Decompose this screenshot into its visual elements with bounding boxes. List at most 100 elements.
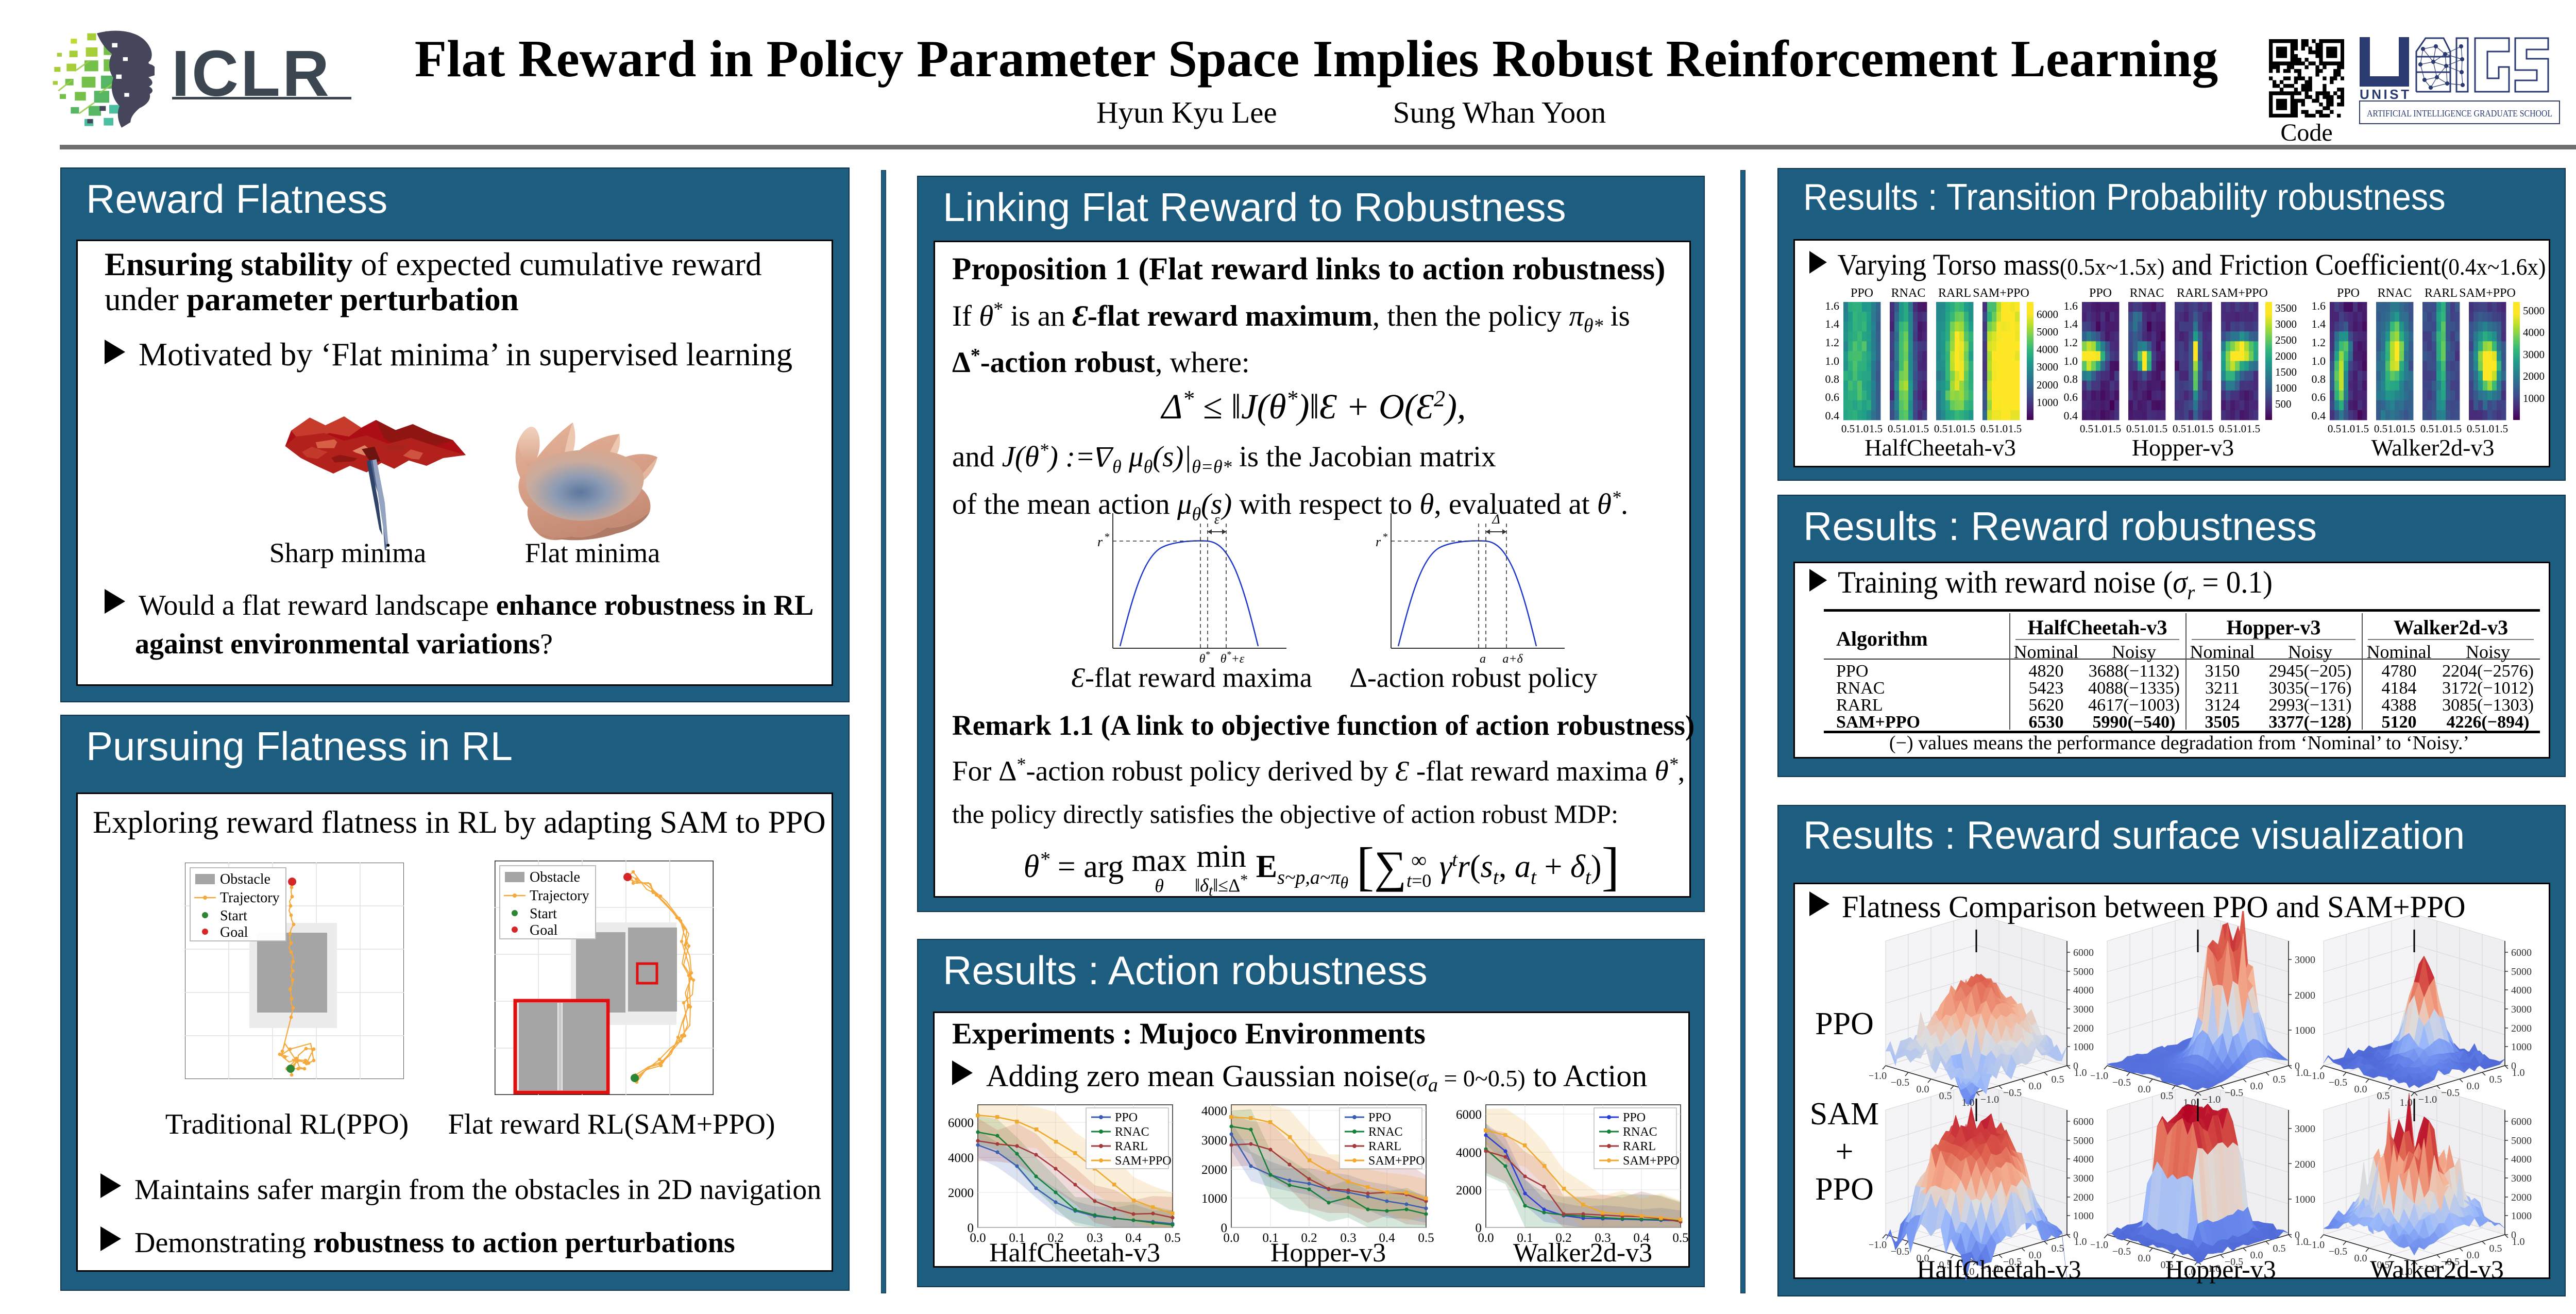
- svg-text:r: r: [1376, 534, 1381, 549]
- svg-text:0.6: 0.6: [1825, 391, 1840, 403]
- svg-text:0.5: 0.5: [2328, 423, 2341, 435]
- svg-text:0: 0: [1476, 1221, 1482, 1235]
- svg-text:1.5: 1.5: [2008, 423, 2022, 435]
- svg-text:RNAC: RNAC: [1368, 1125, 1403, 1139]
- svg-text:2000: 2000: [2511, 1023, 2532, 1034]
- svg-text:Obstacle: Obstacle: [530, 869, 580, 885]
- svg-text:−0.5: −0.5: [1891, 1246, 1909, 1257]
- svg-text:−0.5: −0.5: [2329, 1077, 2347, 1088]
- svg-text:−0.5: −0.5: [2225, 1087, 2243, 1099]
- svg-text:1.6: 1.6: [2312, 299, 2326, 312]
- svg-text:0.5: 0.5: [2126, 423, 2140, 435]
- svg-text:1.5: 1.5: [1916, 423, 1929, 435]
- svg-text:0.2: 0.2: [1555, 1231, 1571, 1245]
- svg-text:2000: 2000: [2073, 1023, 2094, 1034]
- svg-text:1.0: 1.0: [2512, 1236, 2525, 1248]
- svg-text:1000: 1000: [2511, 1210, 2532, 1222]
- svg-text:PPO: PPO: [1115, 1111, 1138, 1124]
- svg-text:Start: Start: [530, 906, 557, 922]
- svg-text:0: 0: [2073, 1229, 2078, 1241]
- svg-text:1.0: 1.0: [2074, 1236, 2087, 1248]
- svg-text:*: *: [1383, 531, 1388, 543]
- svg-text:RNAC: RNAC: [2130, 287, 2164, 300]
- svg-text:2000: 2000: [2295, 1159, 2315, 1170]
- svg-text:1.4: 1.4: [2064, 317, 2078, 330]
- svg-text:4000: 4000: [2511, 1154, 2532, 1165]
- svg-text:0: 0: [2295, 1060, 2300, 1072]
- svg-text:1.0: 1.0: [2187, 423, 2200, 435]
- svg-text:1000: 1000: [1201, 1192, 1227, 1206]
- svg-text:1.5: 1.5: [2247, 423, 2260, 435]
- svg-text:ε: ε: [1214, 512, 1220, 527]
- svg-text:0.4: 0.4: [1825, 409, 1840, 422]
- svg-text:Start: Start: [220, 908, 247, 924]
- svg-text:0: 0: [2511, 1060, 2516, 1072]
- svg-text:0.0: 0.0: [2354, 1253, 2367, 1264]
- svg-text:0.5: 0.5: [1841, 423, 1855, 435]
- svg-text:θ*+ε: θ*+ε: [1221, 649, 1245, 666]
- svg-text:2000: 2000: [1456, 1184, 1482, 1198]
- svg-text:−1.0: −1.0: [2307, 1239, 2325, 1251]
- svg-text:3000: 3000: [2511, 1173, 2532, 1184]
- svg-text:1.4: 1.4: [2312, 317, 2326, 330]
- svg-text:1000: 1000: [2275, 382, 2297, 394]
- svg-text:0.4: 0.4: [1633, 1231, 1650, 1245]
- svg-text:1.5: 1.5: [2355, 423, 2369, 435]
- svg-text:0.0: 0.0: [2467, 1081, 2480, 1092]
- svg-text:−0.5: −0.5: [2225, 1256, 2243, 1268]
- svg-text:RARL: RARL: [1938, 287, 1971, 300]
- svg-text:−1.0: −1.0: [2091, 1239, 2108, 1251]
- svg-text:0.8: 0.8: [1825, 373, 1840, 385]
- svg-text:5000: 5000: [2523, 305, 2545, 317]
- svg-text:0.5: 0.5: [1164, 1231, 1180, 1245]
- svg-text:SAM+PPO: SAM+PPO: [1115, 1154, 1172, 1168]
- svg-text:PPO: PPO: [2089, 287, 2112, 300]
- svg-text:PPO: PPO: [1623, 1111, 1646, 1124]
- svg-text:0.5: 0.5: [2219, 423, 2232, 435]
- svg-text:0.6: 0.6: [2312, 391, 2326, 403]
- svg-text:3000: 3000: [1201, 1134, 1227, 1148]
- svg-text:0.5: 0.5: [2161, 1090, 2174, 1102]
- svg-text:0.0: 0.0: [2467, 1250, 2480, 1261]
- svg-text:5000: 5000: [2073, 966, 2094, 978]
- svg-text:0.0: 0.0: [1223, 1231, 1239, 1245]
- svg-text:0.0: 0.0: [2029, 1250, 2042, 1261]
- svg-text:Goal: Goal: [220, 924, 248, 940]
- svg-text:4000: 4000: [2073, 985, 2094, 996]
- svg-text:PPO: PPO: [2337, 287, 2360, 300]
- svg-text:*: *: [1105, 531, 1110, 543]
- svg-text:5000: 5000: [2037, 326, 2058, 338]
- svg-text:Δ: Δ: [1492, 512, 1500, 527]
- svg-text:3000: 3000: [2511, 1004, 2532, 1015]
- svg-text:−0.5: −0.5: [2112, 1077, 2131, 1088]
- svg-text:6000: 6000: [2037, 308, 2058, 321]
- svg-text:−0.5: −0.5: [2003, 1087, 2022, 1099]
- svg-text:3000: 3000: [2037, 361, 2058, 373]
- svg-text:1.0: 1.0: [1902, 423, 1915, 435]
- svg-text:4000: 4000: [2523, 326, 2545, 339]
- svg-text:0.0: 0.0: [1917, 1253, 1929, 1264]
- svg-text:6000: 6000: [2511, 947, 2532, 958]
- svg-text:0.1: 0.1: [1517, 1231, 1533, 1245]
- svg-text:r: r: [1097, 534, 1103, 549]
- svg-text:0.3: 0.3: [1340, 1231, 1356, 1245]
- svg-text:1.0: 1.0: [2074, 1067, 2087, 1079]
- svg-text:1.5: 1.5: [2200, 423, 2214, 435]
- svg-text:3000: 3000: [2073, 1173, 2094, 1184]
- svg-text:3000: 3000: [2275, 318, 2297, 330]
- svg-text:6000: 6000: [948, 1116, 974, 1130]
- svg-text:1.0: 1.0: [2140, 423, 2154, 435]
- svg-text:0.5: 0.5: [2273, 1074, 2286, 1085]
- svg-text:1.4: 1.4: [1825, 317, 1840, 330]
- svg-text:−0.5: −0.5: [2441, 1087, 2460, 1099]
- svg-text:0.8: 0.8: [2312, 373, 2326, 385]
- svg-text:2000: 2000: [2511, 1192, 2532, 1203]
- svg-text:1.0: 1.0: [2342, 423, 2355, 435]
- svg-text:−1.0: −1.0: [1980, 1094, 1999, 1105]
- svg-text:0.6: 0.6: [2064, 391, 2078, 403]
- svg-text:0.1: 0.1: [1009, 1231, 1025, 1245]
- svg-text:1500: 1500: [2275, 366, 2297, 378]
- svg-text:4000: 4000: [2037, 343, 2058, 356]
- svg-text:0: 0: [2511, 1229, 2516, 1241]
- svg-text:0.5: 0.5: [1418, 1231, 1434, 1245]
